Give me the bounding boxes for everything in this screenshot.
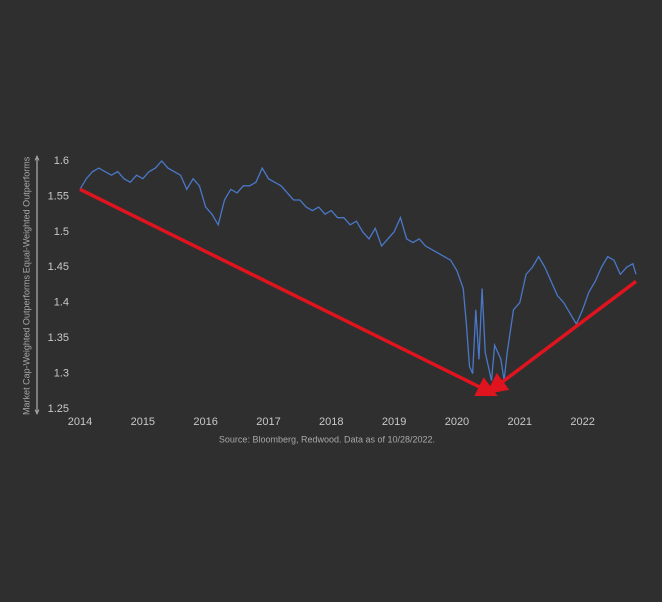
y-label-bottom: Market Cap-Weighted Outperforms: [21, 275, 31, 415]
x-tick-label: 2016: [193, 416, 217, 428]
y-tick-label: 1.55: [48, 190, 69, 202]
y-tick-label: 1.5: [54, 226, 69, 238]
source-note: Source: Bloomberg, Redwood. Data as of 1…: [219, 434, 435, 444]
x-tick-label: 2019: [382, 416, 406, 428]
y-label-top: Equal-Weighted Outperforms: [21, 156, 31, 273]
trend-line: [486, 280, 638, 395]
y-tick-label: 1.45: [48, 261, 69, 273]
x-tick-label: 2014: [68, 416, 92, 428]
x-tick-label: 2017: [256, 416, 280, 428]
x-tick-label: 2021: [508, 416, 532, 428]
y-tick-label: 1.3: [54, 367, 69, 379]
y-tick-label: 1.4: [54, 297, 69, 309]
y-tick-label: 1.6: [54, 155, 69, 167]
y-tick-label: 1.35: [48, 332, 69, 344]
x-tick-label: 2015: [131, 416, 155, 428]
trend-line: [79, 187, 498, 397]
x-tick-label: 2020: [445, 416, 469, 428]
x-tick-label: 2022: [570, 416, 594, 428]
y-tick-label: 1.25: [48, 403, 69, 415]
data-line: [79, 160, 637, 381]
x-tick-label: 2018: [319, 416, 343, 428]
